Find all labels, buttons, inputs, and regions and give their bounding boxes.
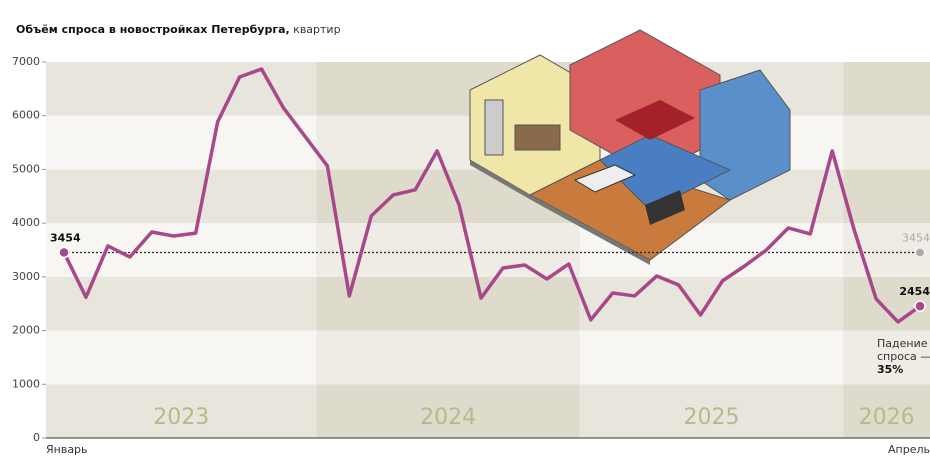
x-tick-label: Январь (46, 443, 88, 456)
band (843, 384, 930, 438)
band (46, 330, 317, 385)
point (58, 246, 70, 259)
band (579, 276, 844, 331)
year-label: 2026 (859, 405, 915, 430)
band (579, 330, 844, 385)
band (843, 62, 930, 116)
y-tick-label: 4000 (12, 216, 40, 229)
band (46, 115, 317, 170)
y-tick-label: 2000 (12, 324, 40, 337)
band (316, 330, 580, 385)
demand-line (62, 67, 922, 324)
y-tick-label: 3000 (12, 270, 40, 283)
year-labels: 2023 2024 2025 2026 (153, 405, 914, 430)
reference-point (915, 247, 925, 258)
annotation-emphasis: 35% (877, 363, 903, 376)
year-label: 2024 (420, 405, 476, 430)
year-label: 2025 (683, 405, 739, 430)
point (914, 300, 926, 312)
band (46, 62, 317, 116)
band (46, 169, 317, 224)
y-tick-label: 7000 (12, 55, 40, 68)
annotation-line1: Падение (877, 337, 928, 350)
y-tick-label: 5000 (12, 162, 40, 175)
y-tick-label: 1000 (12, 377, 40, 390)
band (316, 384, 580, 438)
band (316, 276, 580, 331)
value-label: 3454 (50, 231, 81, 244)
band (46, 384, 317, 438)
y-tick-label: 0 (33, 431, 40, 444)
illustration (469, 29, 791, 265)
title-main: Объём спроса в новостройках Петербурга, (16, 23, 290, 36)
band (46, 223, 317, 277)
year-label: 2023 (153, 405, 209, 430)
marks: 3454 3454 2454 (50, 231, 930, 312)
chart-title: Объём спроса в новостройках Петербурга, … (16, 23, 341, 36)
x-tick-label: Апрель (888, 443, 930, 456)
band (843, 169, 930, 224)
band (843, 115, 930, 170)
band (46, 276, 317, 331)
value-label: 2454 (899, 285, 930, 298)
band (843, 223, 930, 277)
reference-label: 3454 (902, 231, 930, 244)
band (579, 384, 844, 438)
annotation-line2: спроса — (877, 350, 930, 363)
band (843, 330, 930, 385)
title-suffix: квартир (293, 23, 340, 36)
grid: 0 1000 2000 3000 4000 5000 6000 7000 Январь Апрел… (12, 55, 930, 456)
y-tick-label: 6000 (12, 109, 40, 122)
